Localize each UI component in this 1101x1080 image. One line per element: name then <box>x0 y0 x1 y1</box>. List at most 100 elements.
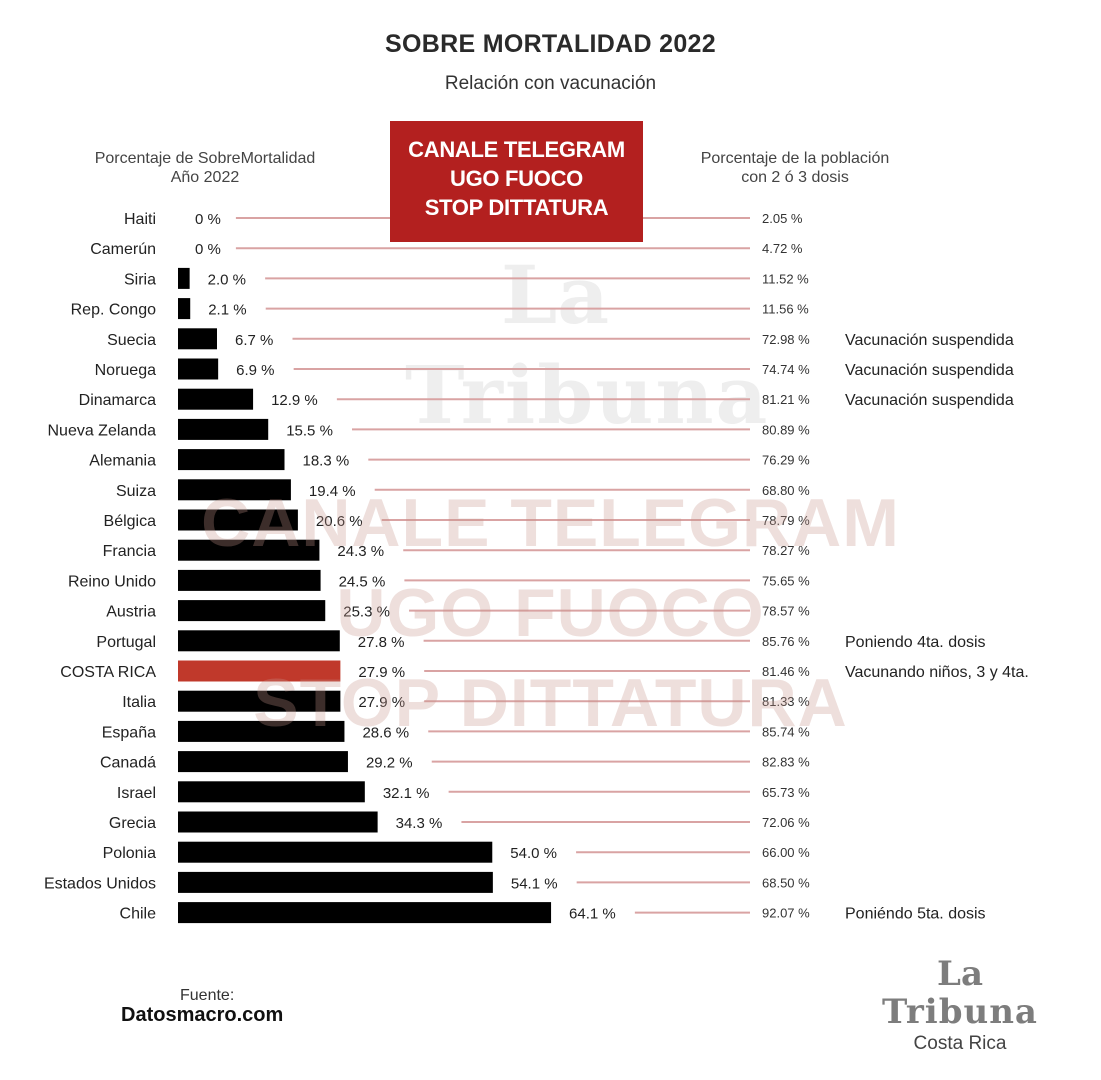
bar-value-label: 24.3 % <box>337 543 384 560</box>
bar-value-label: 54.0 % <box>510 845 557 862</box>
bar-value-label: 27.9 % <box>358 694 405 711</box>
category-label: Noruega <box>95 362 156 379</box>
category-label: COSTA RICA <box>60 664 156 681</box>
bar <box>178 479 291 501</box>
bar <box>178 690 341 712</box>
bar <box>178 902 552 924</box>
category-label: Suiza <box>116 483 156 500</box>
bar <box>178 841 493 863</box>
logo-country: Costa Rica <box>913 1033 1007 1054</box>
vaccination-value-label: 72.98 % <box>762 332 810 347</box>
category-label: Israel <box>117 785 156 802</box>
bar <box>178 811 378 833</box>
bar <box>178 720 345 742</box>
category-label: Bélgica <box>104 513 157 530</box>
right-header-line: con 2 ó 3 dosis <box>741 169 849 186</box>
right-column-header: Porcentaje de la población con 2 ó 3 dos… <box>660 149 930 187</box>
source-value: Datosmacro.com <box>121 1004 284 1026</box>
category-label: Austria <box>106 604 156 621</box>
vaccination-value-label: 68.50 % <box>762 875 810 890</box>
category-label: Estados Unidos <box>44 875 156 892</box>
vaccination-value-label: 4.72 % <box>762 241 803 256</box>
category-label: Nueva Zelanda <box>47 422 156 439</box>
vaccination-value-label: 75.65 % <box>762 573 810 588</box>
chart-title: SOBRE MORTALIDAD 2022 <box>385 30 716 58</box>
bar <box>178 539 320 561</box>
category-label: España <box>102 724 156 741</box>
category-label: Dinamarca <box>79 392 156 409</box>
bar-value-label: 0 % <box>195 211 221 228</box>
bar-value-label: 0 % <box>195 241 221 258</box>
bar <box>178 569 321 591</box>
bar-value-label: 27.8 % <box>358 634 405 651</box>
bar <box>178 781 365 803</box>
vaccination-value-label: 82.83 % <box>762 755 810 770</box>
bar <box>178 418 269 440</box>
vaccination-value-label: 80.89 % <box>762 422 810 437</box>
vaccination-value-label: 78.27 % <box>762 543 810 558</box>
annotation-note: Vacunando niños, 3 y 4ta. <box>845 664 1029 681</box>
bar-value-label: 34.3 % <box>396 815 443 832</box>
la-tribuna-logo: La Tribuna Costa Rica <box>860 955 1060 1057</box>
left-header-line: Año 2022 <box>170 169 240 186</box>
bar-value-label: 15.5 % <box>286 422 333 439</box>
vaccination-value-label: 78.57 % <box>762 604 810 619</box>
vaccination-value-label: 11.56 % <box>762 302 809 317</box>
bar <box>178 751 348 773</box>
banner-line: STOP DITTATURA <box>424 195 609 220</box>
bar-value-label: 6.9 % <box>236 362 274 379</box>
bar <box>178 600 326 622</box>
bar-value-label: 32.1 % <box>383 785 430 802</box>
bar-value-label: 24.5 % <box>339 573 386 590</box>
vaccination-value-label: 66.00 % <box>762 845 810 860</box>
bar-value-label: 64.1 % <box>569 906 616 923</box>
category-label: Grecia <box>109 815 156 832</box>
vaccination-value-label: 65.73 % <box>762 785 810 800</box>
category-label: Siria <box>124 271 156 288</box>
vaccination-value-label: 74.74 % <box>762 362 810 377</box>
category-label: Suecia <box>107 332 156 349</box>
vaccination-value-label: 85.76 % <box>762 634 810 649</box>
bar <box>178 388 254 410</box>
category-label: Italia <box>122 694 156 711</box>
bar-value-label: 29.2 % <box>366 755 413 772</box>
vaccination-value-label: 81.46 % <box>762 664 810 679</box>
vaccination-value-label: 78.79 % <box>762 513 810 528</box>
annotation-note: Poniendo 4ta. dosis <box>845 634 986 651</box>
banner-line: CANALE TELEGRAM <box>408 137 625 162</box>
logo-line: La <box>937 954 983 994</box>
category-label: Canadá <box>100 755 156 772</box>
bar-value-label: 20.6 % <box>316 513 363 530</box>
bar <box>178 449 285 471</box>
category-label: Reino Unido <box>68 573 156 590</box>
category-label: Alemania <box>89 453 156 470</box>
bar-value-label: 12.9 % <box>271 392 318 409</box>
bar-value-label: 54.1 % <box>511 875 558 892</box>
annotation-note: Vacunación suspendida <box>845 392 1014 409</box>
chart-subtitle: Relación con vacunación <box>444 73 657 94</box>
bar <box>178 509 298 531</box>
bar-value-label: 19.4 % <box>309 483 356 500</box>
category-label: Camerún <box>90 241 156 258</box>
vaccination-value-label: 11.52 % <box>762 271 809 286</box>
bar-value-label: 2.0 % <box>208 271 246 288</box>
bar-value-label: 18.3 % <box>303 453 350 470</box>
vaccination-value-label: 92.07 % <box>762 906 810 921</box>
vaccination-value-label: 72.06 % <box>762 815 810 830</box>
left-column-header: Porcentaje de SobreMortalidad Año 2022 <box>60 149 350 187</box>
right-header-line: Porcentaje de la población <box>700 150 890 167</box>
category-label: Portugal <box>96 634 156 651</box>
bar <box>178 358 219 380</box>
vaccination-value-label: 76.29 % <box>762 453 810 468</box>
category-label: Rep. Congo <box>71 302 156 319</box>
annotation-note: Poniéndo 5ta. dosis <box>845 906 986 923</box>
vaccination-value-label: 2.05 % <box>762 211 803 226</box>
annotation-note: Vacunación suspendida <box>845 332 1014 349</box>
bar-value-label: 6.7 % <box>235 332 273 349</box>
vaccination-value-label: 81.21 % <box>762 392 810 407</box>
bar-highlight <box>178 660 341 682</box>
bar-value-label: 25.3 % <box>343 604 390 621</box>
bar-value-label: 2.1 % <box>208 302 246 319</box>
bar-value-label: 27.9 % <box>358 664 405 681</box>
category-label: Haiti <box>124 211 156 228</box>
